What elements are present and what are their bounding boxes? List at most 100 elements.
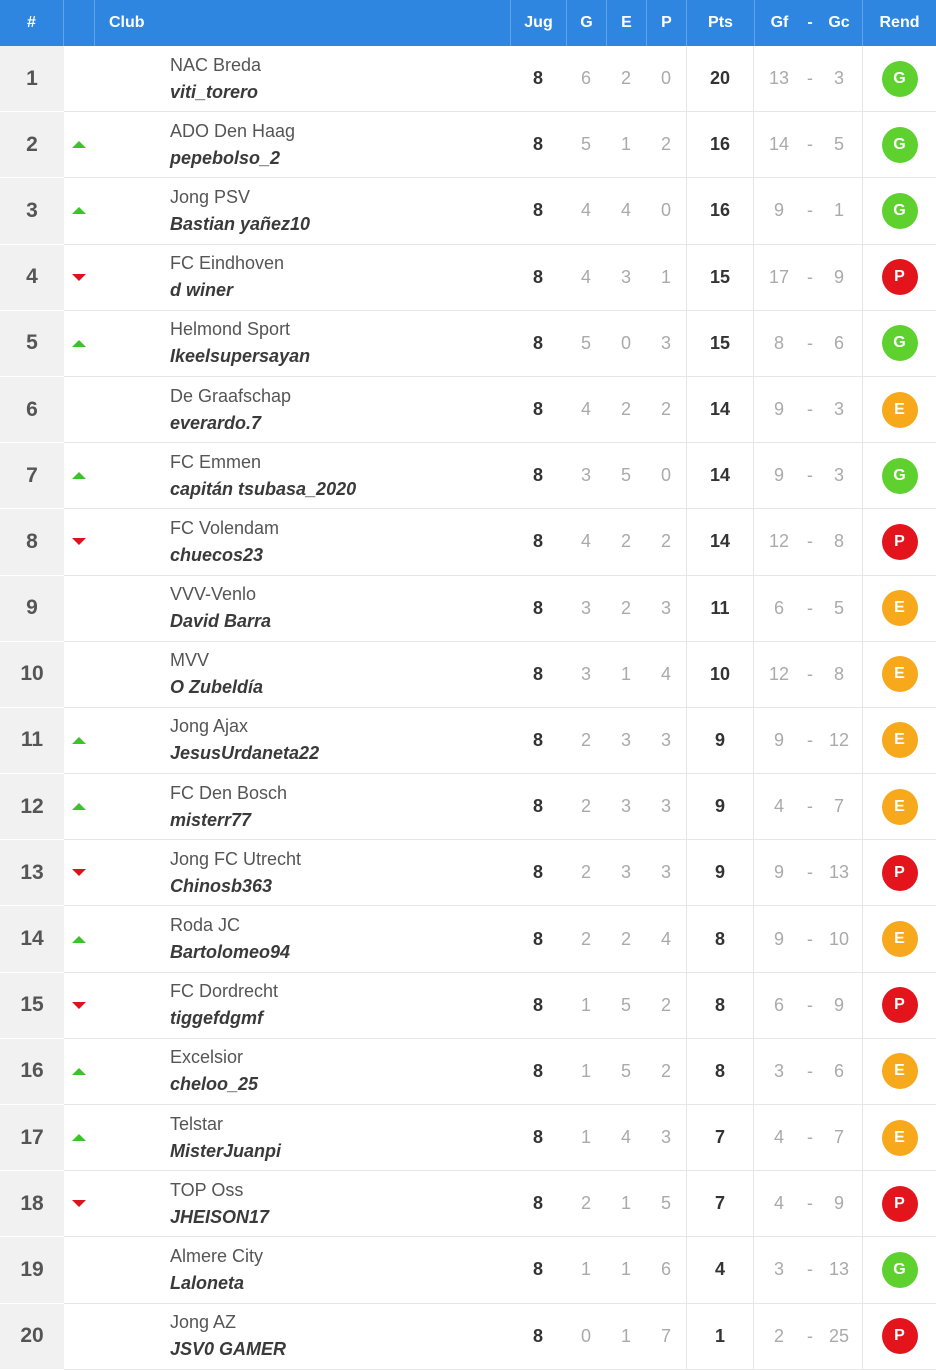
lost-cell: 6 [660, 1259, 671, 1280]
goals-dash: - [807, 1193, 813, 1214]
manager-name[interactable]: David Barra [170, 611, 272, 632]
manager-name[interactable]: pepebolso_2 [170, 147, 281, 168]
manager-name[interactable]: viti_torero [170, 81, 259, 102]
table-row[interactable]: 3 Jong PSV Bastian yañez10 8 4 4 0 16 9 -1 G [0, 178, 936, 245]
table-row[interactable]: 5 Helmond Sport Ikeelsupersayan 8 5 0 3 15 8 -6 G [0, 310, 936, 377]
manager-name[interactable]: Laloneta [170, 1272, 245, 1293]
manager-name[interactable]: tiggefdgmf [170, 1008, 263, 1029]
club-name[interactable]: NAC Breda [170, 54, 262, 75]
table-row[interactable]: 2 ADO Den Haag pepebolso_2 8 5 1 2 16 14-5 G [0, 112, 936, 179]
table-row[interactable]: 19 Almere City Laloneta 8 1 1 6 4 3 -13 G [0, 1237, 936, 1304]
club-name[interactable]: FC Dordrecht [170, 981, 279, 1002]
club-name[interactable]: VVV-Venlo [170, 584, 257, 605]
club-name[interactable]: FC Den Bosch [170, 782, 288, 803]
played-cell: 8 [532, 1193, 543, 1214]
table-row[interactable]: 20 Jong AZ JSV0 GAMER 8 0 1 7 1 2-25 P [0, 1303, 936, 1370]
club-cell: ADO Den Haag pepebolso_2 [94, 112, 510, 177]
manager-name[interactable]: JHEISON17 [170, 1206, 270, 1227]
club-name[interactable]: TOP Oss [170, 1179, 244, 1200]
goals-against-cell: 13 [828, 1259, 850, 1280]
table-row[interactable]: 1 NAC Breda viti_torero 8 6 2 0 20 13-3 G [0, 46, 936, 113]
manager-name[interactable]: cheloo_25 [170, 1074, 259, 1095]
form-cell: E [862, 774, 936, 840]
table-row[interactable]: 8 FC Volendam chuecos23 8 4 2 2 14 12-8 P [0, 509, 936, 576]
club-name[interactable]: MVV [170, 650, 210, 671]
table-row[interactable]: 16 Excelsior cheloo_25 8 1 5 2 8 3-6 E [0, 1038, 936, 1105]
lost-cell: 5 [660, 1193, 671, 1214]
manager-name[interactable]: d winer [170, 280, 234, 301]
club-name[interactable]: Roda JC [170, 915, 241, 936]
manager-name[interactable]: JSV0 GAMER [170, 1339, 287, 1360]
lost-cell: 3 [660, 597, 671, 618]
header-lost[interactable]: P [646, 0, 686, 46]
club-name[interactable]: FC Eindhoven [170, 253, 285, 274]
table-row[interactable]: 7 FC Emmen capitán tsubasa_2020 8 3 5 0 14 9-3 G [0, 443, 936, 510]
manager-name[interactable]: capitán tsubasa_2020 [170, 478, 357, 499]
header-club[interactable]: Club [94, 0, 510, 46]
trend-cell [64, 1105, 94, 1170]
header-points[interactable]: Pts [686, 0, 754, 46]
drawn-cell: 2 [620, 928, 631, 949]
goals-against-cell: 3 [833, 399, 844, 420]
header-drawn[interactable]: E [606, 0, 646, 46]
table-row[interactable]: 18 TOP Oss JHEISON17 8 2 1 5 7 4 -9 P [0, 1171, 936, 1238]
manager-name[interactable]: O Zubeldía [170, 677, 264, 698]
table-row[interactable]: 10 MVV O Zubeldía 8 3 1 4 10 12-8 E [0, 641, 936, 708]
table-row[interactable]: 13 Jong FC Utrecht Chinosb363 8 2 3 3 9 9-13 P [0, 840, 936, 907]
trend-cell [64, 840, 94, 905]
form-cell: G [862, 112, 936, 178]
trend-up-icon [72, 1134, 86, 1142]
manager-name[interactable]: chuecos23 [170, 544, 264, 565]
position-cell: 16 [0, 1038, 64, 1105]
manager-name[interactable]: Ikeelsupersayan [170, 346, 311, 367]
table-row[interactable]: 12 FC Den Bosch misterr77 8 2 3 3 9 4-7 E [0, 774, 936, 841]
club-name[interactable]: De Graafschap [170, 385, 292, 406]
manager-name[interactable]: everardo.7 [170, 412, 262, 433]
table-row[interactable]: 6 De Graafschap everardo.7 8 4 2 2 14 9 -3 E [0, 376, 936, 444]
manager-name[interactable]: Chinosb363 [170, 875, 273, 896]
manager-name[interactable]: misterr77 [170, 809, 252, 830]
club-name[interactable]: ADO Den Haag [170, 120, 296, 141]
manager-name[interactable]: Bartolomeo94 [170, 942, 291, 963]
club-name[interactable]: Excelsior [170, 1047, 244, 1068]
goals-dash: - [807, 1259, 813, 1280]
goals-dash: - [807, 200, 813, 221]
position-cell: 13 [0, 840, 64, 907]
table-row[interactable]: 17 Telstar MisterJuanpi 8 1 4 3 7 4-7 E [0, 1105, 936, 1172]
manager-name[interactable]: MisterJuanpi [170, 1140, 282, 1161]
club-name[interactable]: Jong PSV [170, 186, 251, 207]
club-name[interactable]: Almere City [170, 1245, 264, 1266]
table-row[interactable]: 9 VVV-Venlo David Barra 8 3 2 3 11 6 -5 E [0, 575, 936, 642]
goals-against-cell: 1 [833, 200, 844, 221]
club-cell: Roda JC Bartolomeo94 [94, 906, 510, 971]
club-name[interactable]: Jong FC Utrecht [170, 848, 302, 869]
goals-for-cell: 12 [768, 663, 790, 684]
header-won[interactable]: G [566, 0, 606, 46]
played-cell: 8 [532, 68, 543, 89]
header-position[interactable]: # [0, 0, 64, 46]
table-row[interactable]: 14 Roda JC Bartolomeo94 8 2 2 4 8 9-10 E [0, 906, 936, 973]
club-name[interactable]: Jong Ajax [170, 716, 249, 737]
points-cell: 10 [686, 641, 754, 707]
won-cell: 1 [580, 994, 591, 1015]
points-cell: 9 [686, 840, 754, 906]
club-name[interactable]: Jong AZ [170, 1312, 237, 1333]
header-goals-against[interactable]: Gc [828, 14, 850, 31]
club-name[interactable]: Helmond Sport [170, 319, 291, 340]
goals-dash: - [807, 465, 813, 486]
club-name[interactable]: FC Volendam [170, 517, 280, 538]
table-row[interactable]: 15 FC Dordrecht tiggefdgmf 8 1 5 2 8 6-9 P [0, 972, 936, 1039]
header-form[interactable]: Rend [862, 0, 936, 46]
club-name[interactable]: FC Emmen [170, 451, 262, 472]
manager-name[interactable]: JesusUrdaneta22 [170, 743, 320, 764]
lost-cell: 3 [660, 729, 671, 750]
goals-dash: - [807, 928, 813, 949]
header-goals-for[interactable]: Gf [754, 0, 804, 46]
club-cell: NAC Breda viti_torero [94, 46, 510, 111]
header-played[interactable]: Jug [510, 0, 566, 46]
club-name[interactable]: Telstar [170, 1113, 224, 1134]
table-row[interactable]: 11 Jong Ajax JesusUrdaneta22 8 2 3 3 9 9-12 E [0, 707, 936, 775]
table-body: 1 NAC Breda viti_torero 8 6 2 0 20 13-3 G 2 ADO Den… [0, 46, 936, 1370]
table-row[interactable]: 4 FC Eindhoven d winer 8 4 3 1 15 17-9 P [0, 244, 936, 311]
manager-name[interactable]: Bastian yañez10 [170, 213, 311, 234]
